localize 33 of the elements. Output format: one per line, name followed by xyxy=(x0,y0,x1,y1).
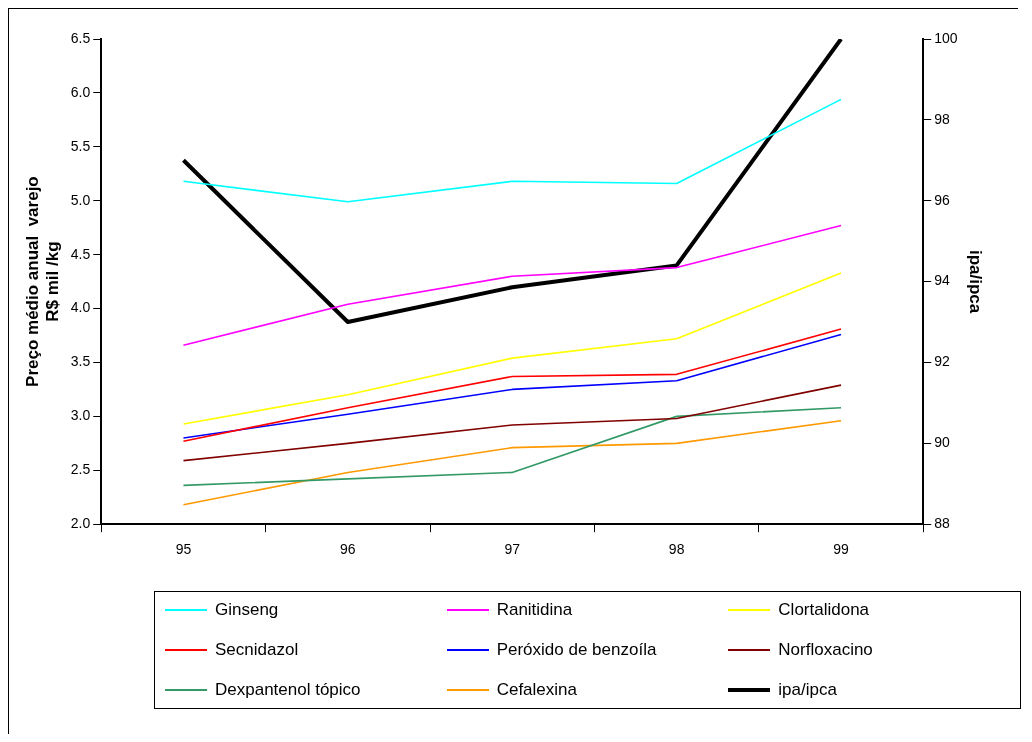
y-tick-label: 3.5 xyxy=(70,353,91,370)
legend-label: Secnidazol xyxy=(215,640,299,660)
y2-tick-label: 92 xyxy=(934,353,951,370)
y2-tick-label: 98 xyxy=(934,110,951,127)
y-tick-label: 2.5 xyxy=(70,461,91,478)
legend-label: Dexpantenol tópico xyxy=(215,680,361,700)
legend-label: Clortalidona xyxy=(778,600,870,620)
x-tick-label: 95 xyxy=(175,541,192,558)
y-tick-label: 4.0 xyxy=(70,299,91,316)
y2-tick-label: 94 xyxy=(934,272,951,289)
legend-label: Cefalexina xyxy=(496,680,577,700)
y2-tick-label: 96 xyxy=(934,191,951,208)
y-axis-title: Preço médio anual varejo R$ mil /kg xyxy=(22,176,63,387)
legend-label: ipa/ipca xyxy=(778,680,837,700)
y2-axis-title: ipa/ipca xyxy=(966,249,986,314)
y-tick-label: 6.0 xyxy=(70,83,91,100)
y-tick-label: 3.0 xyxy=(70,407,91,424)
y-tick-label: 5.0 xyxy=(70,191,91,208)
legend-label: Ginseng xyxy=(215,600,279,620)
x-tick-label: 97 xyxy=(504,541,521,558)
y-tick-label: 4.5 xyxy=(70,245,91,262)
x-tick-label: 99 xyxy=(833,541,850,558)
y2-tick-label: 100 xyxy=(934,29,958,46)
y2-tick-label: 88 xyxy=(934,515,951,532)
y-tick-label: 5.5 xyxy=(70,137,91,154)
y-tick-label: 2.0 xyxy=(70,515,91,532)
x-tick-label: 98 xyxy=(668,541,685,558)
legend-label: Peróxido de benzoíla xyxy=(496,640,657,660)
y2-tick-label: 90 xyxy=(934,434,951,451)
legend-label: Ranitidina xyxy=(496,600,573,620)
y-tick-label: 6.5 xyxy=(70,29,91,46)
x-tick-label: 96 xyxy=(340,541,356,558)
legend-label: Norfloxacino xyxy=(778,640,873,660)
